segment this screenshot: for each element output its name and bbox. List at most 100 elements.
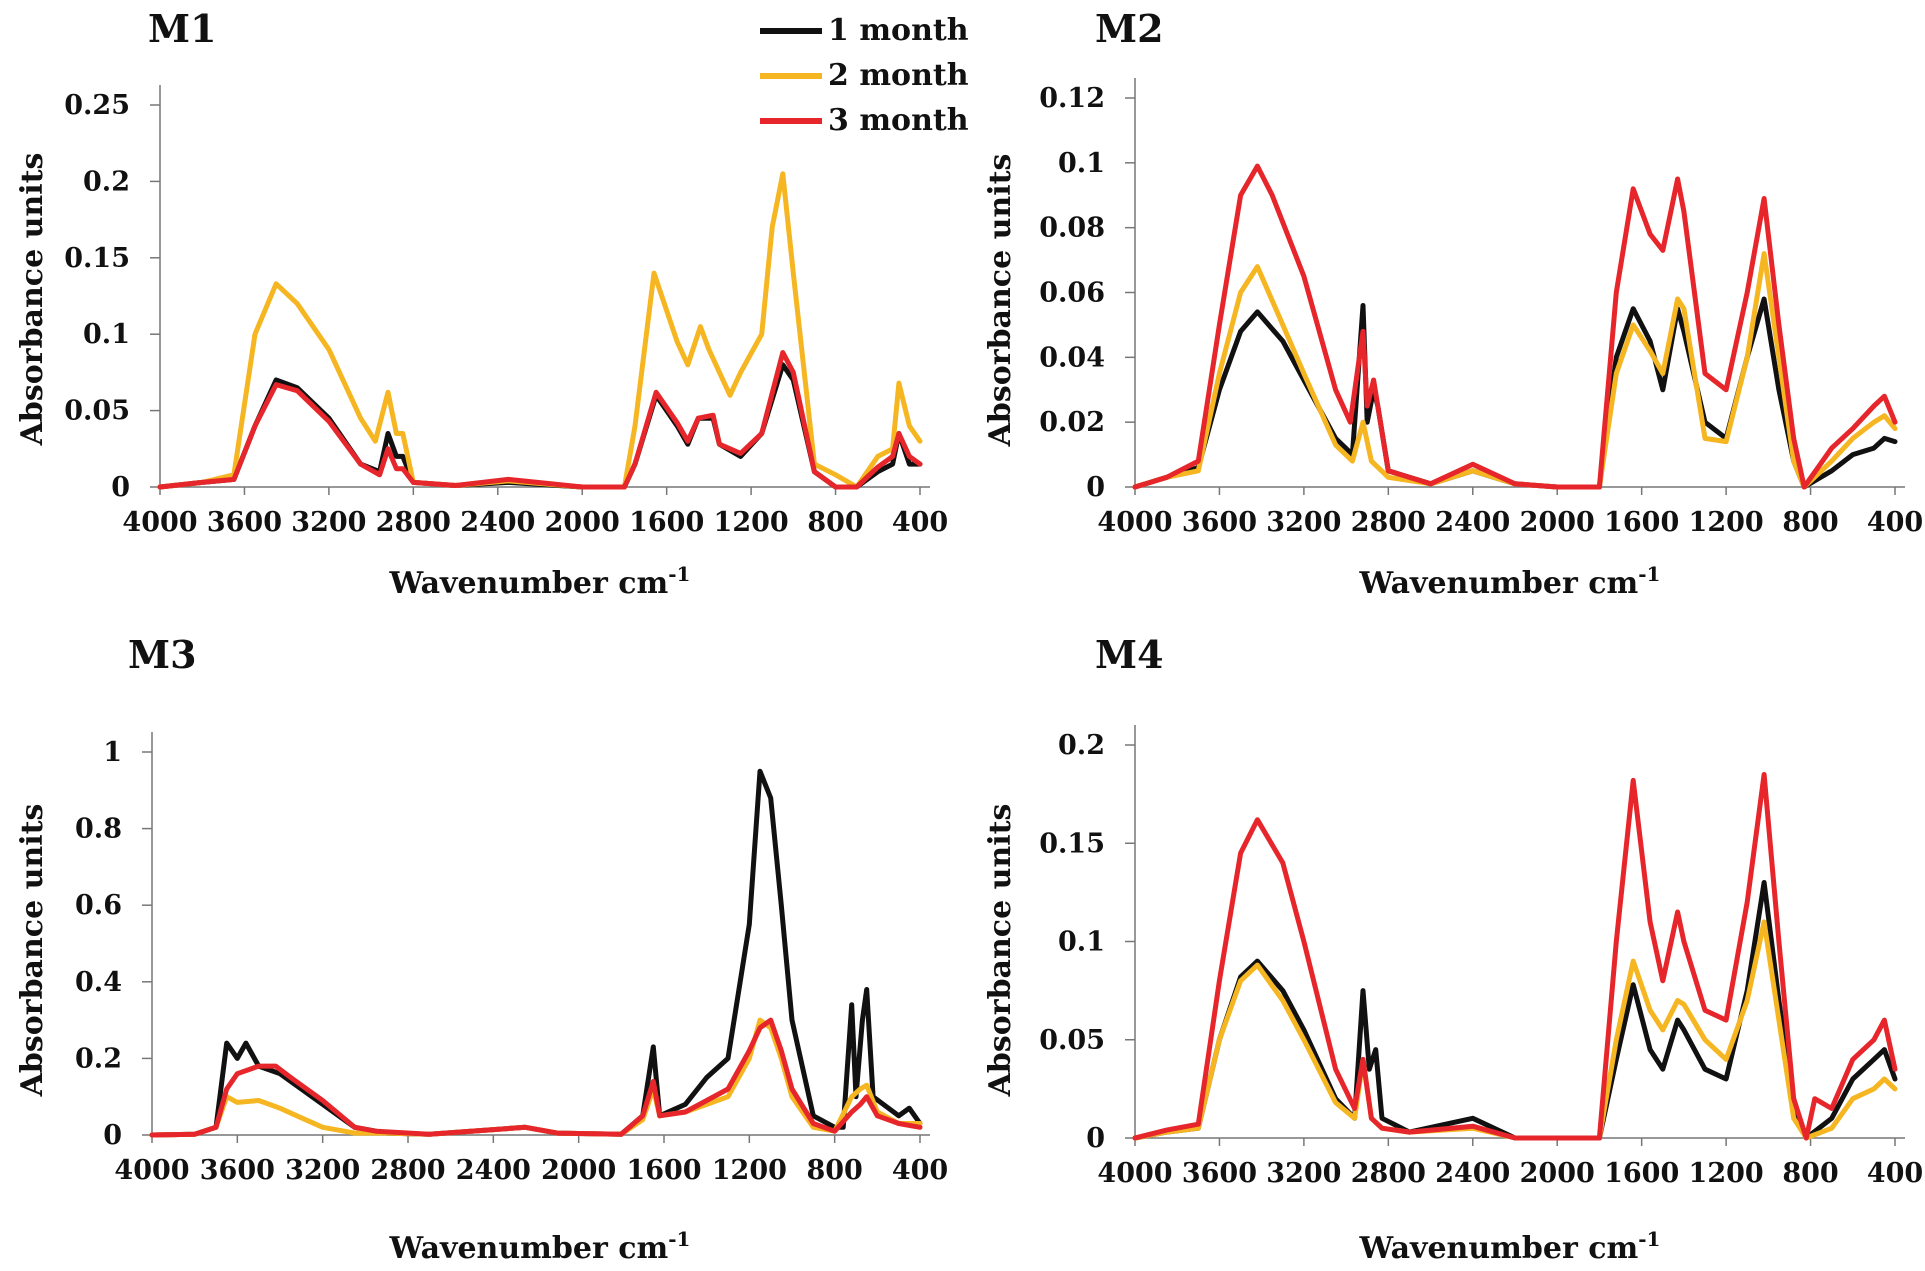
y-axis-label: Absorbance units: [15, 153, 50, 447]
y-tick-label: 0.15: [64, 243, 130, 274]
series-line-1-month: [149, 768, 923, 1138]
x-tick-label: 1200: [1689, 1158, 1764, 1189]
x-tick-label: 800: [1782, 1158, 1838, 1189]
series-line-3-month: [1132, 163, 1898, 490]
y-tick-label: 0: [111, 472, 130, 503]
panel-m2: M2 Absorbance units Wavenumber cm-1 0 0.0…: [983, 6, 1923, 601]
panel-m4: M4 Absorbance units Wavenumber cm-1 0 0.0…: [983, 632, 1923, 1266]
x-axis-label-text: Wavenumber cm: [1359, 1231, 1639, 1266]
x-axis-label-sup: -1: [668, 562, 690, 586]
y-tick-label: 0.05: [1039, 1025, 1105, 1056]
x-tick-label: 2800: [370, 1155, 445, 1186]
y-tick-label: 0.1: [1058, 148, 1105, 179]
legend-label: 2 month: [828, 58, 969, 93]
panel-title: M4: [1095, 632, 1164, 677]
x-axis-label-text: Wavenumber cm: [1359, 566, 1639, 601]
y-tick-label: 0.6: [75, 890, 122, 921]
x-tick-label: 800: [1782, 507, 1838, 538]
y-tick-label: 0.05: [64, 396, 130, 427]
panel-title: M1: [148, 6, 217, 51]
panel-title: M3: [128, 632, 197, 677]
y-tick-label: 0.08: [1039, 213, 1105, 244]
x-tick-label: 2800: [376, 507, 451, 538]
x-tick-label: 800: [806, 1155, 862, 1186]
y-tick-label: 0.15: [1039, 828, 1105, 859]
x-tick-label: 3200: [285, 1155, 360, 1186]
x-axis-label: Wavenumber cm-1: [389, 562, 691, 601]
x-tick-label: 1600: [1604, 507, 1679, 538]
y-tick-label: 0.1: [1058, 927, 1105, 958]
x-tick-label: 2000: [1520, 1158, 1595, 1189]
y-tick-label: 0.8: [75, 814, 122, 845]
series-line-3-month: [149, 1017, 923, 1138]
y-tick-label: 0: [103, 1120, 122, 1151]
x-tick-label: 1600: [626, 1155, 701, 1186]
panel-m3: M3 Absorbance units Wavenumber cm-1 0 0.2…: [15, 632, 948, 1266]
x-tick-label: 2400: [456, 1155, 531, 1186]
x-tick-label: 4000: [114, 1155, 189, 1186]
x-tick-label: 3600: [200, 1155, 275, 1186]
x-tick-label: 1600: [1604, 1158, 1679, 1189]
y-axis-label: Absorbance units: [983, 154, 1018, 448]
series-line-2-month: [1132, 251, 1898, 490]
x-axis-label: Wavenumber cm-1: [1359, 562, 1661, 601]
legend-item-1-month: 1 month: [760, 13, 969, 48]
x-tick-label: 3200: [291, 507, 366, 538]
x-tick-label: 400: [892, 507, 948, 538]
x-tick-label: 2000: [545, 507, 620, 538]
x-tick-label: 1200: [714, 507, 789, 538]
series-line-1-month: [1132, 880, 1898, 1141]
x-axis-label-sup: -1: [668, 1227, 690, 1251]
x-tick-label: 2800: [1351, 507, 1426, 538]
panel-m1: M1 Absorbance units Wavenumber cm-1 0 0.0…: [15, 6, 948, 601]
legend-item-2-month: 2 month: [760, 58, 969, 93]
x-tick-label: 800: [807, 507, 863, 538]
legend: 1 month 2 month 3 month: [760, 13, 969, 138]
x-tick-label: 1600: [629, 507, 704, 538]
x-tick-label: 4000: [1097, 1158, 1172, 1189]
x-axis-label-sup: -1: [1638, 1227, 1660, 1251]
y-tick-label: 0.02: [1039, 407, 1105, 438]
legend-label: 1 month: [828, 13, 969, 48]
x-tick-label: 4000: [1097, 507, 1172, 538]
y-tick-label: 0.2: [1058, 730, 1105, 761]
y-tick-label: 0: [1086, 1123, 1105, 1154]
x-tick-label: 3600: [1182, 507, 1257, 538]
y-axis-label: Absorbance units: [15, 804, 50, 1098]
y-axis-label: Absorbance units: [983, 804, 1018, 1098]
y-tick-label: 0.04: [1039, 342, 1105, 373]
x-tick-label: 3200: [1266, 507, 1341, 538]
x-axis-label: Wavenumber cm-1: [389, 1227, 691, 1266]
x-tick-label: 3200: [1266, 1158, 1341, 1189]
y-tick-label: 0.25: [64, 90, 130, 121]
x-axis-label-text: Wavenumber cm: [389, 1231, 669, 1266]
x-tick-label: 400: [1867, 507, 1923, 538]
x-tick-label: 400: [892, 1155, 948, 1186]
x-tick-label: 2000: [541, 1155, 616, 1186]
x-tick-label: 2000: [1520, 507, 1595, 538]
x-axis-label: Wavenumber cm-1: [1359, 1227, 1661, 1266]
y-tick-label: 0: [1086, 472, 1105, 503]
x-tick-label: 400: [1867, 1158, 1923, 1189]
x-tick-label: 1200: [712, 1155, 787, 1186]
x-tick-label: 3600: [1182, 1158, 1257, 1189]
y-tick-label: 0.4: [75, 967, 122, 998]
y-tick-label: 1: [103, 737, 122, 768]
series-line-3-month: [1132, 772, 1898, 1141]
y-tick-label: 0.12: [1039, 83, 1105, 114]
x-tick-label: 1200: [1689, 507, 1764, 538]
y-tick-label: 0.2: [83, 166, 130, 197]
x-tick-label: 4000: [122, 507, 197, 538]
x-tick-label: 2400: [1435, 507, 1510, 538]
legend-label: 3 month: [828, 103, 969, 138]
x-tick-label: 2400: [1435, 1158, 1510, 1189]
panel-title: M2: [1095, 6, 1164, 51]
x-tick-label: 2800: [1351, 1158, 1426, 1189]
x-axis-label-sup: -1: [1638, 562, 1660, 586]
series-line-3-month: [157, 350, 923, 490]
x-tick-label: 2400: [460, 507, 535, 538]
y-tick-label: 0.2: [75, 1043, 122, 1074]
legend-item-3-month: 3 month: [760, 103, 969, 138]
y-tick-label: 0.1: [83, 319, 130, 350]
